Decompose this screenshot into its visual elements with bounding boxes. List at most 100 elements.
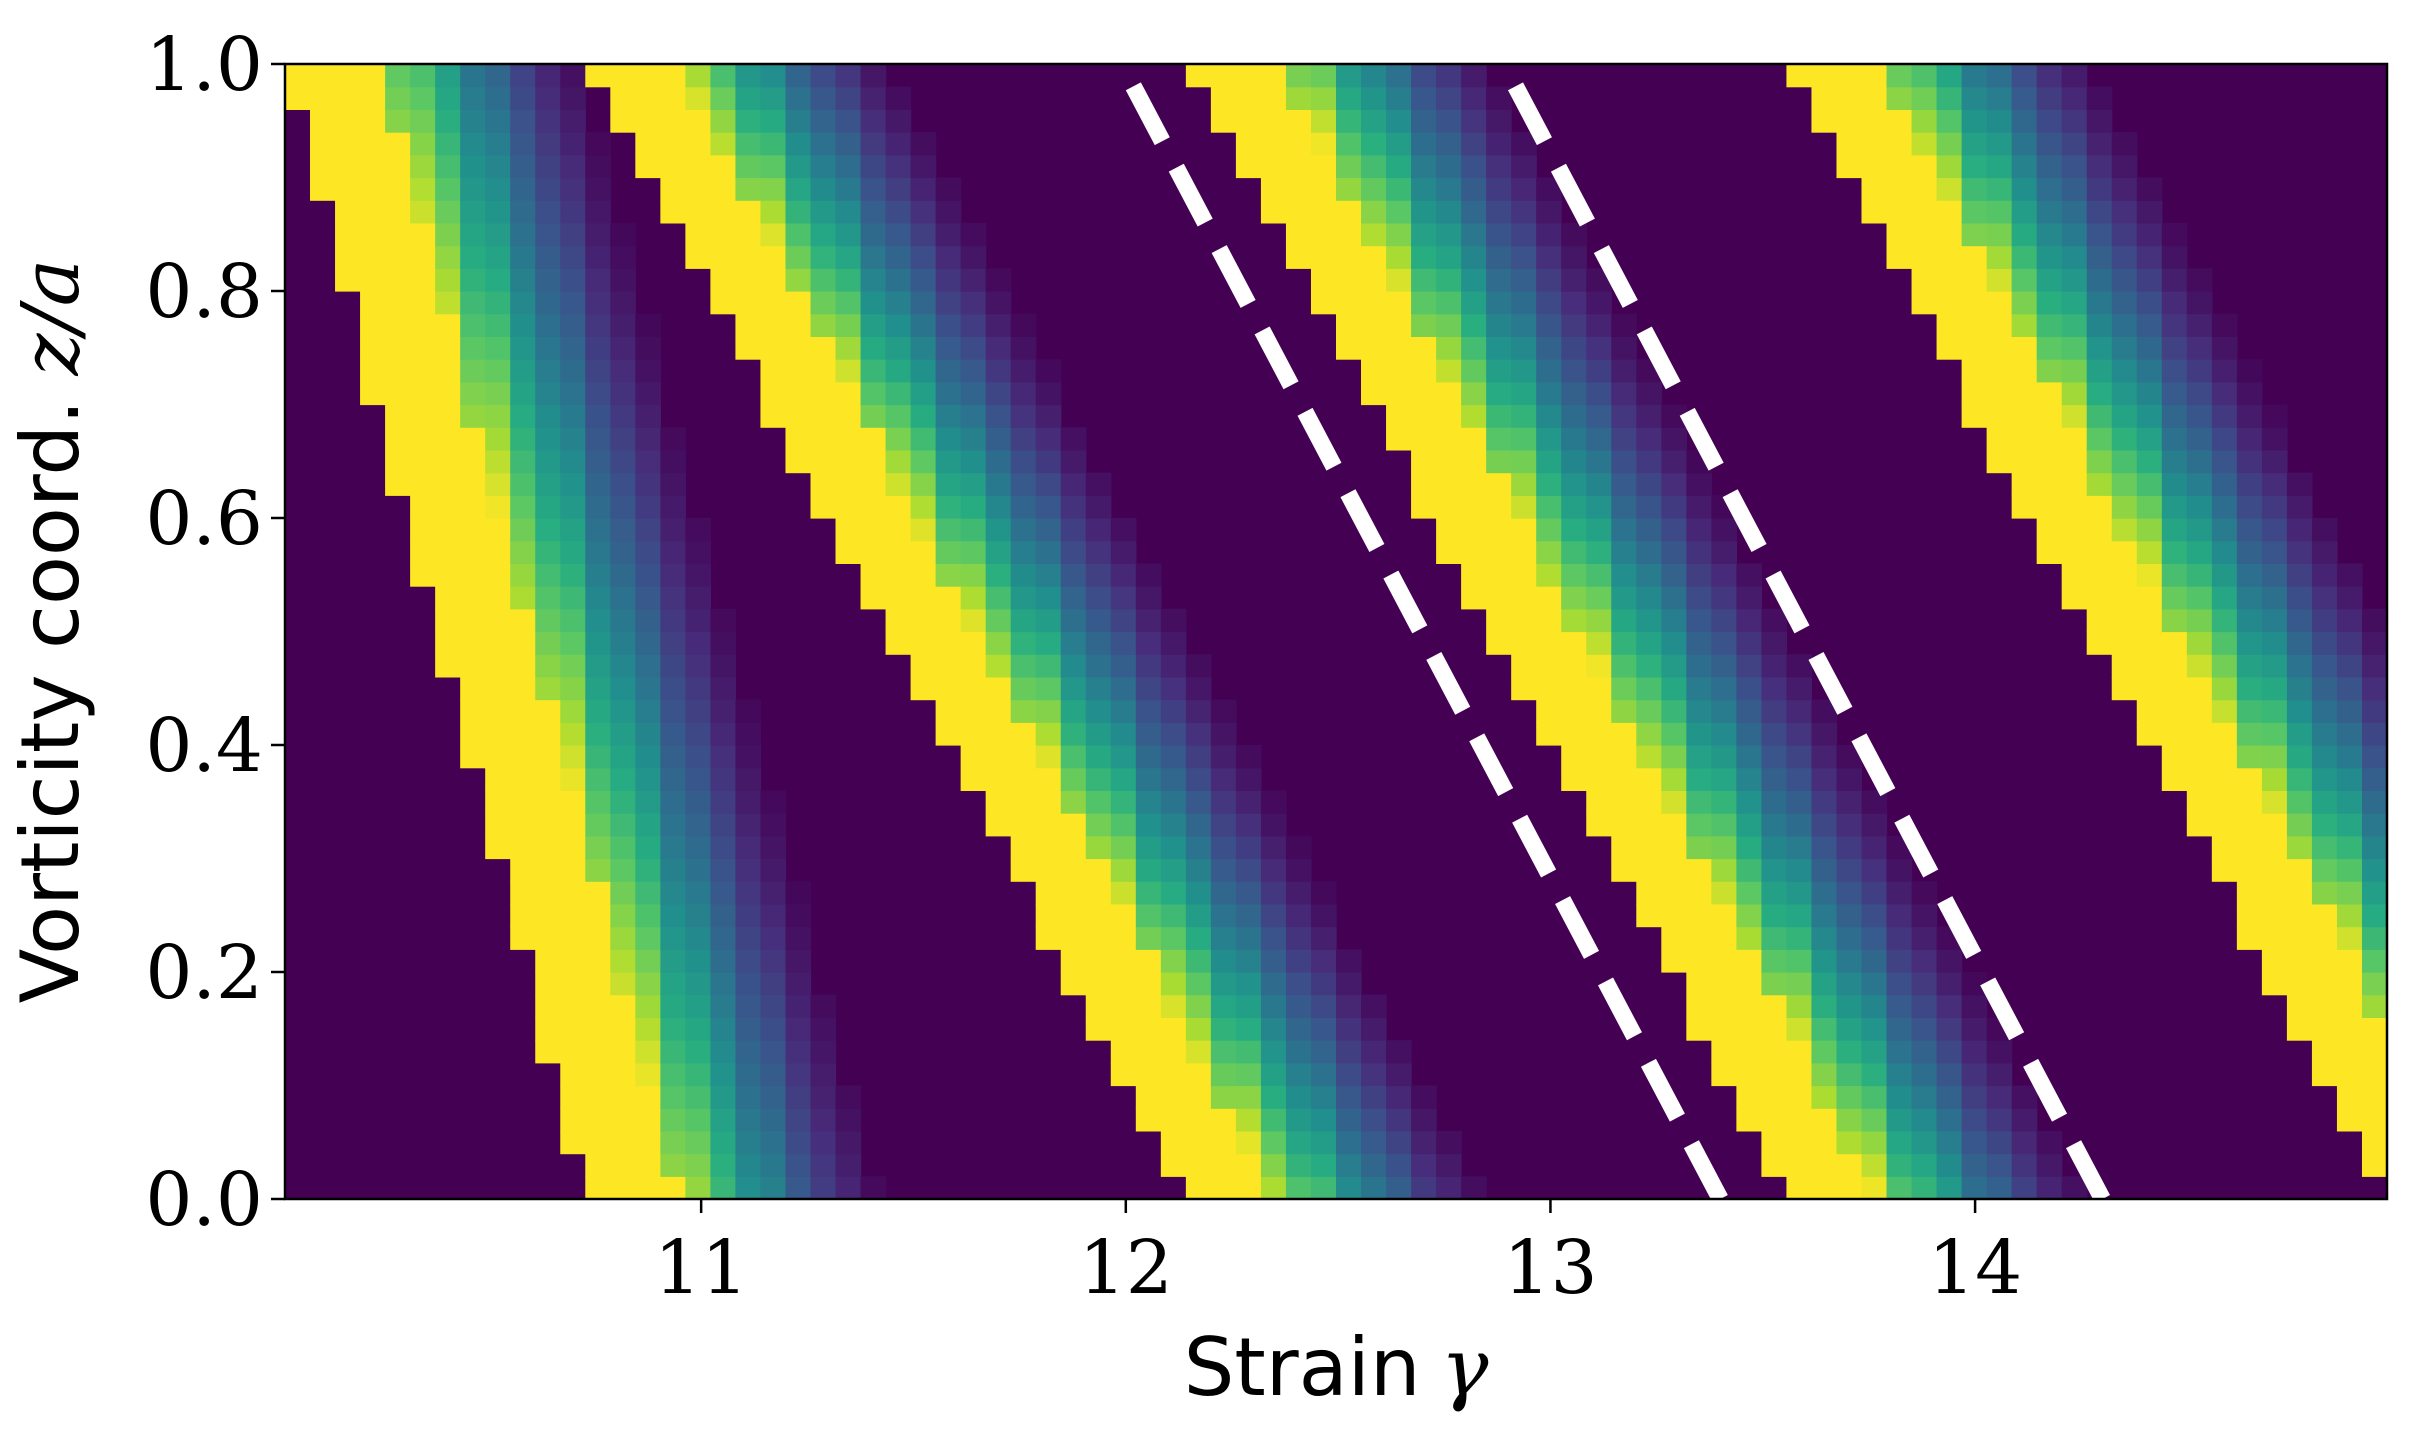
heatmap-cell xyxy=(1936,1085,1963,1109)
heatmap-cell xyxy=(1536,563,1562,587)
heatmap-cell xyxy=(2136,495,2163,519)
heatmap-cell xyxy=(1386,1040,1412,1064)
heatmap-cell xyxy=(1986,404,2013,428)
heatmap-cell xyxy=(1511,563,1537,587)
heatmap-cell xyxy=(1135,903,1162,928)
heatmap-cell xyxy=(2361,994,2387,1018)
x-axis-ticks: 11 12 13 14 xyxy=(654,1199,2022,1311)
heatmap-cell xyxy=(535,994,561,1018)
heatmap-cell xyxy=(760,381,787,406)
heatmap-cell xyxy=(2111,132,2138,156)
heatmap-cell xyxy=(635,404,661,428)
heatmap-cell xyxy=(2261,926,2288,950)
heatmap-cell xyxy=(1210,1176,1237,1199)
heatmap-cell xyxy=(735,245,762,269)
heatmap-cell xyxy=(935,200,962,224)
heatmap-cell xyxy=(1486,608,1512,633)
heatmap-cell xyxy=(360,222,386,247)
heatmap-cell xyxy=(635,608,661,633)
heatmap-cell xyxy=(1085,631,1112,655)
heatmap-cell xyxy=(860,177,887,201)
heatmap-cell xyxy=(485,676,511,701)
heatmap-cell xyxy=(1411,1176,1437,1199)
heatmap-cell xyxy=(1060,972,1087,996)
heatmap-cell xyxy=(1060,722,1087,746)
heatmap-cell xyxy=(560,972,586,996)
heatmap-cell xyxy=(1010,472,1037,496)
heatmap-cell xyxy=(2261,767,2288,791)
heatmap-cell xyxy=(1461,200,1487,224)
heatmap-cell xyxy=(1336,1176,1362,1199)
heatmap-cell xyxy=(1886,926,1913,950)
heatmap-cell xyxy=(1861,926,1888,950)
heatmap-cell xyxy=(1636,586,1662,610)
heatmap-cell xyxy=(610,654,636,678)
heatmap-cell xyxy=(2036,1153,2063,1177)
heatmap-cell xyxy=(785,994,812,1018)
heatmap-cell xyxy=(1961,222,1988,247)
heatmap-cell xyxy=(1110,722,1137,746)
heatmap-cell xyxy=(410,291,436,315)
heatmap-cell xyxy=(660,449,686,474)
heatmap-cell xyxy=(1310,268,1337,292)
heatmap-cell xyxy=(1010,767,1037,791)
heatmap-cell xyxy=(960,654,987,678)
heatmap-cell xyxy=(2186,722,2213,746)
heatmap-cell xyxy=(510,404,536,428)
heatmap-cell xyxy=(2211,858,2238,882)
heatmap-cell xyxy=(2236,676,2263,701)
heatmap-cell xyxy=(635,858,661,882)
heatmap-cell xyxy=(1961,268,1988,292)
heatmap-cell xyxy=(585,154,611,179)
heatmap-cell xyxy=(1135,858,1162,882)
heatmap-cell xyxy=(1611,313,1637,337)
heatmap-cell xyxy=(1235,109,1262,133)
heatmap-cell xyxy=(760,835,787,860)
heatmap-cell xyxy=(2286,563,2313,587)
heatmap-cell xyxy=(1861,1153,1888,1177)
heatmap-cell xyxy=(1836,926,1863,950)
heatmap-cell xyxy=(1786,994,1813,1018)
heatmap-cell xyxy=(1911,949,1938,973)
heatmap-cell xyxy=(635,563,661,587)
heatmap-cell xyxy=(835,518,862,542)
heatmap-cell xyxy=(860,472,887,496)
heatmap-cell xyxy=(460,745,486,769)
heatmap-cell xyxy=(2136,563,2163,587)
heatmap-cell xyxy=(535,972,561,996)
heatmap-cell xyxy=(1836,790,1863,814)
heatmap-cell xyxy=(1586,381,1612,406)
heatmap-cell xyxy=(560,745,586,769)
heatmap-cell xyxy=(1936,200,1963,224)
heatmap-cell xyxy=(685,813,711,837)
heatmap-cell xyxy=(760,313,787,337)
heatmap-cell xyxy=(1210,109,1237,133)
heatmap-cell xyxy=(1060,767,1087,791)
heatmap-cell xyxy=(1160,699,1187,723)
heatmap-cell xyxy=(1661,949,1687,973)
heatmap-cell xyxy=(1936,994,1963,1018)
heatmap-cell xyxy=(460,563,486,587)
heatmap-cell xyxy=(1761,1017,1788,1041)
heatmap-cell xyxy=(1210,972,1237,996)
heatmap-cell xyxy=(985,518,1012,542)
heatmap-cell xyxy=(1886,1108,1913,1132)
heatmap-cell xyxy=(1811,1153,1838,1177)
heatmap-cell xyxy=(2036,427,2063,451)
heatmap-cell xyxy=(2111,177,2138,201)
heatmap-cell xyxy=(660,1017,686,1041)
heatmap-cell xyxy=(885,518,912,542)
heatmap-cell xyxy=(660,586,686,610)
heatmap-cell xyxy=(1736,563,1762,587)
heatmap-cell xyxy=(635,313,661,337)
heatmap-cell xyxy=(785,427,812,451)
heatmap-cell xyxy=(535,404,561,428)
heatmap-cell xyxy=(1285,835,1312,860)
heatmap-cell xyxy=(1586,291,1612,315)
heatmap-cell xyxy=(685,903,711,928)
heatmap-cell xyxy=(1160,676,1187,701)
heatmap-cell xyxy=(1661,722,1687,746)
heatmap-cell xyxy=(1936,336,1963,360)
heatmap-cell xyxy=(1486,132,1512,156)
heatmap-cell xyxy=(1936,222,1963,247)
